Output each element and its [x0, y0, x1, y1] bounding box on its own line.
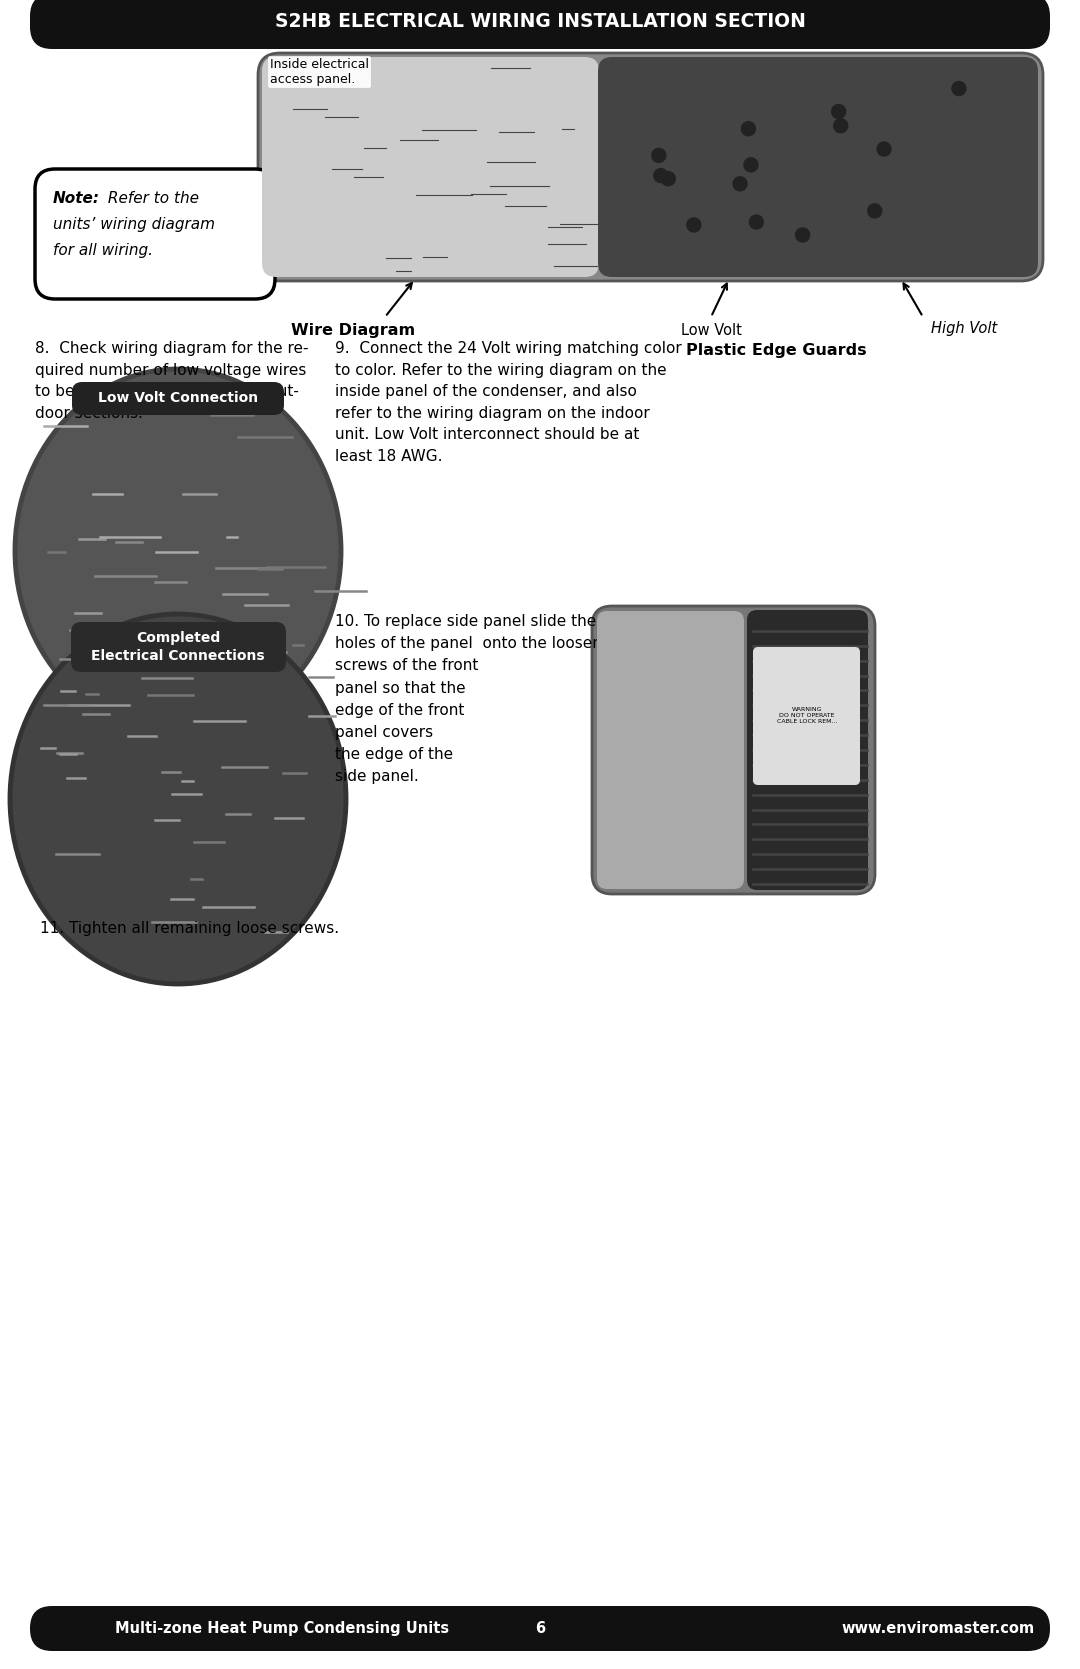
Text: 9.  Connect the 24 Volt wiring matching color
to color. Refer to the wiring diag: 9. Connect the 24 Volt wiring matching c…	[335, 340, 681, 464]
Text: www.enviromaster.com: www.enviromaster.com	[842, 1621, 1035, 1636]
FancyBboxPatch shape	[598, 57, 1038, 277]
Text: 6: 6	[535, 1621, 545, 1636]
FancyBboxPatch shape	[592, 606, 875, 895]
Ellipse shape	[15, 369, 341, 733]
Circle shape	[652, 149, 665, 162]
Circle shape	[832, 105, 846, 118]
Text: WARNING
DO NOT OPERATE
CABLE LOCK REM...: WARNING DO NOT OPERATE CABLE LOCK REM...	[777, 706, 837, 724]
Circle shape	[750, 215, 764, 229]
Text: Low Volt: Low Volt	[680, 324, 742, 339]
FancyBboxPatch shape	[258, 53, 1043, 280]
Text: S2HB ELECTRICAL WIRING INSTALLATION SECTION: S2HB ELECTRICAL WIRING INSTALLATION SECT…	[274, 12, 806, 32]
FancyBboxPatch shape	[30, 0, 1050, 48]
Circle shape	[687, 219, 701, 232]
Text: Completed
Electrical Connections: Completed Electrical Connections	[91, 631, 265, 663]
Circle shape	[661, 172, 675, 185]
Text: 11. Tighten all remaining loose screws.: 11. Tighten all remaining loose screws.	[40, 921, 339, 936]
FancyBboxPatch shape	[35, 169, 275, 299]
Circle shape	[834, 118, 848, 134]
Text: Refer to the: Refer to the	[103, 190, 199, 205]
Text: 8.  Check wiring diagram for the re-
quired number of low voltage wires
to be ru: 8. Check wiring diagram for the re- quir…	[35, 340, 309, 421]
Text: 10. To replace side panel slide the slotted
holes of the panel  onto the loosene: 10. To replace side panel slide the slot…	[335, 614, 654, 784]
Circle shape	[653, 169, 667, 182]
Text: Low Volt Connection: Low Volt Connection	[98, 392, 258, 406]
Ellipse shape	[10, 614, 346, 985]
Text: Plastic Edge Guards: Plastic Edge Guards	[686, 344, 866, 357]
FancyBboxPatch shape	[262, 57, 599, 277]
Circle shape	[742, 122, 755, 135]
Text: Multi-zone Heat Pump Condensing Units: Multi-zone Heat Pump Condensing Units	[114, 1621, 449, 1636]
FancyBboxPatch shape	[71, 623, 286, 673]
Circle shape	[877, 142, 891, 155]
Text: High Volt: High Volt	[931, 320, 997, 335]
Circle shape	[796, 229, 810, 242]
Circle shape	[867, 204, 881, 219]
FancyBboxPatch shape	[747, 609, 868, 890]
FancyBboxPatch shape	[597, 611, 744, 890]
FancyBboxPatch shape	[753, 648, 860, 784]
Circle shape	[733, 177, 747, 190]
Circle shape	[744, 159, 758, 172]
Text: Wire Diagram: Wire Diagram	[291, 324, 415, 339]
Text: for all wiring.: for all wiring.	[53, 244, 153, 259]
Text: units’ wiring diagram: units’ wiring diagram	[53, 217, 215, 232]
Text: Inside electrical
access panel.: Inside electrical access panel.	[270, 58, 369, 87]
FancyBboxPatch shape	[30, 1606, 1050, 1651]
Circle shape	[951, 82, 966, 95]
Text: Note:: Note:	[53, 190, 100, 205]
FancyBboxPatch shape	[72, 382, 284, 416]
